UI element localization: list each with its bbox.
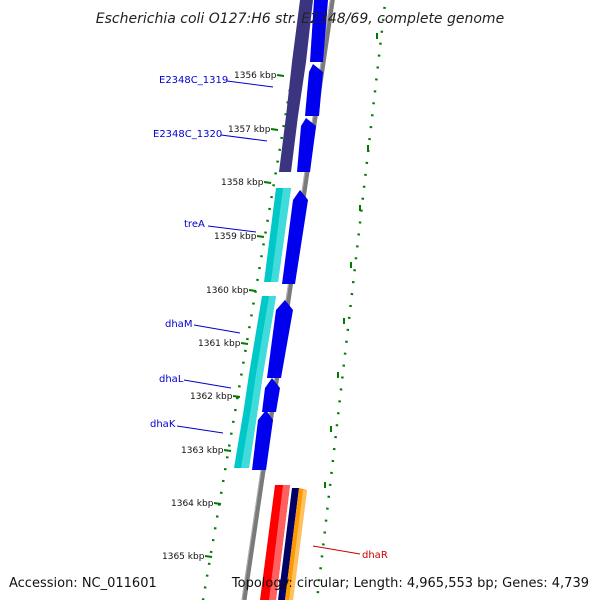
- tick-label: 1358 kbp: [221, 178, 264, 188]
- cog-block-e2348c-1319: [292, 0, 313, 62]
- cog-block-dhal-shade: [251, 374, 263, 408]
- tick-label: 1361 kbp: [198, 339, 241, 349]
- topology-text: Topology: circular; Length: 4,965,553 bp…: [231, 576, 589, 591]
- cds-arrow-e2348c-1319: [305, 64, 323, 116]
- leader-dham: [193, 324, 241, 334]
- cog-block-orange-shade: [289, 490, 307, 600]
- gene-label-e2348c-1319: E2348C_1319: [159, 75, 228, 86]
- outer-ring-marks: [324, 33, 378, 488]
- cds-arrow-dhal: [262, 378, 280, 412]
- cds-arrow-dham: [267, 300, 293, 378]
- gene-label-dhar: dhaR: [362, 550, 388, 561]
- cog-block-dhak-shade: [241, 408, 258, 468]
- tick-label: 1365 kbp: [162, 552, 205, 562]
- forward-strand-track: [252, 0, 328, 470]
- tick-label: 1359 kbp: [214, 232, 257, 242]
- accession-text: Accession: NC_011601: [9, 576, 157, 591]
- leader-dhak: [176, 425, 224, 434]
- map-title: Escherichia coli O127:H6 str. E2348/69, …: [96, 11, 504, 27]
- leader-dhar: [312, 545, 361, 555]
- tick-label: 1357 kbp: [228, 125, 271, 135]
- outer-guide-line: [315, 0, 387, 600]
- leader-trea: [207, 225, 257, 233]
- cog-block-e2348c-1319b: [286, 62, 306, 116]
- cog-block-dham-shade: [256, 296, 276, 374]
- cds-arrow-e2348c-1320: [297, 118, 316, 172]
- kbp-ticks: 1356 kbp 1357 kbp 1358 kbp 1359 kbp 1360…: [162, 71, 285, 562]
- tick-label: 1362 kbp: [190, 392, 233, 402]
- tick-label: 1356 kbp: [234, 71, 277, 81]
- gene-label-dhal: dhaL: [159, 374, 184, 385]
- tick-label: 1364 kbp: [171, 499, 214, 509]
- gene-label-trea: treA: [184, 219, 205, 230]
- tick-label: 1363 kbp: [181, 446, 224, 456]
- cog-track: [234, 0, 313, 468]
- leader-lines: [176, 80, 361, 555]
- leader-dhal: [183, 379, 232, 389]
- cog-block-navy: [278, 488, 299, 600]
- cog-block-e2348c-1320: [279, 116, 298, 172]
- cds-arrow-top: [310, 0, 328, 62]
- cds-arrow-trea: [282, 190, 308, 284]
- tick-label: 1360 kbp: [206, 286, 249, 296]
- gene-label-dham: dhaM: [165, 319, 192, 330]
- leader-e2348c-1320: [220, 134, 268, 142]
- cds-arrow-dhak: [252, 410, 273, 470]
- gene-label-e2348c-1320: E2348C_1320: [153, 129, 222, 140]
- dhar-region: [260, 485, 307, 600]
- cog-block-red-shade: [269, 485, 290, 600]
- leader-e2348c-1319: [226, 80, 274, 88]
- gene-labels: E2348C_1319 E2348C_1320 treA dhaM dhaL d…: [150, 75, 388, 561]
- cog-block-trea-shade: [271, 188, 291, 282]
- gene-label-dhak: dhaK: [150, 419, 176, 430]
